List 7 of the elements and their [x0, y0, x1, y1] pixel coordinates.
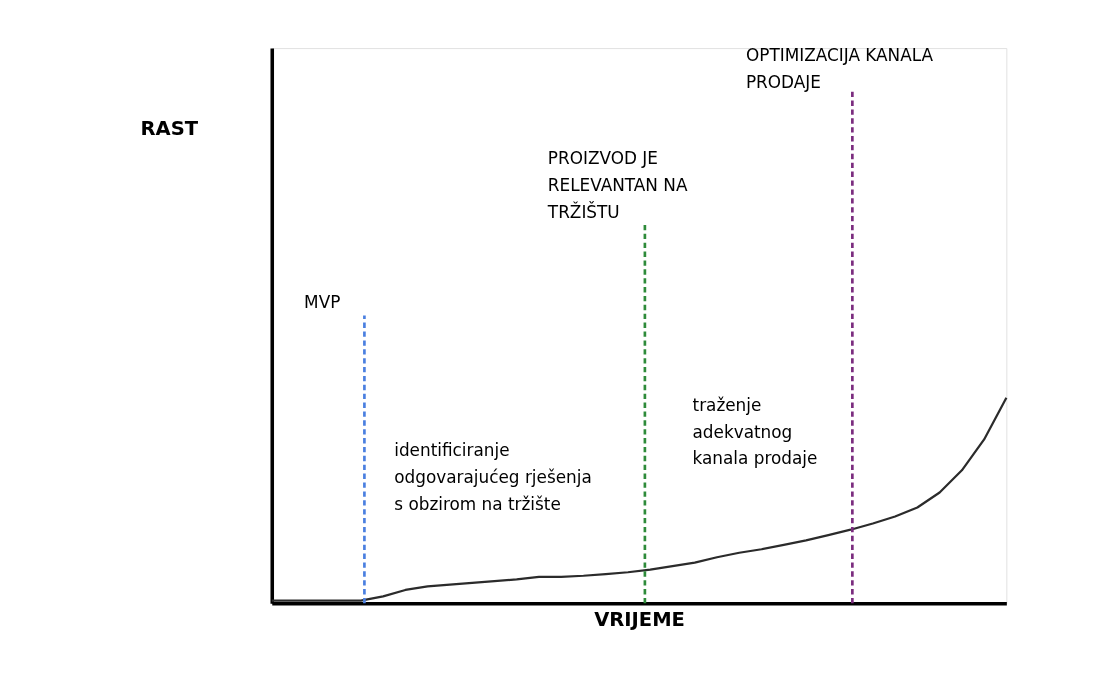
text: PROIZVOD JE RELEVANTAN NA TRŽIŠTU	[546, 148, 688, 222]
annotation: traženje adekvatnog kanala prodaje	[692, 395, 818, 469]
annotation: identificiranje odgovarajućeg rješenja s obzirom na tržište	[394, 440, 592, 514]
text: MVP	[304, 292, 341, 313]
x-axis-title: VRIJEME	[594, 607, 685, 631]
text: OPTIMIZACIJA KANALA PRODAJE	[745, 45, 934, 93]
text: RAST	[140, 117, 199, 141]
